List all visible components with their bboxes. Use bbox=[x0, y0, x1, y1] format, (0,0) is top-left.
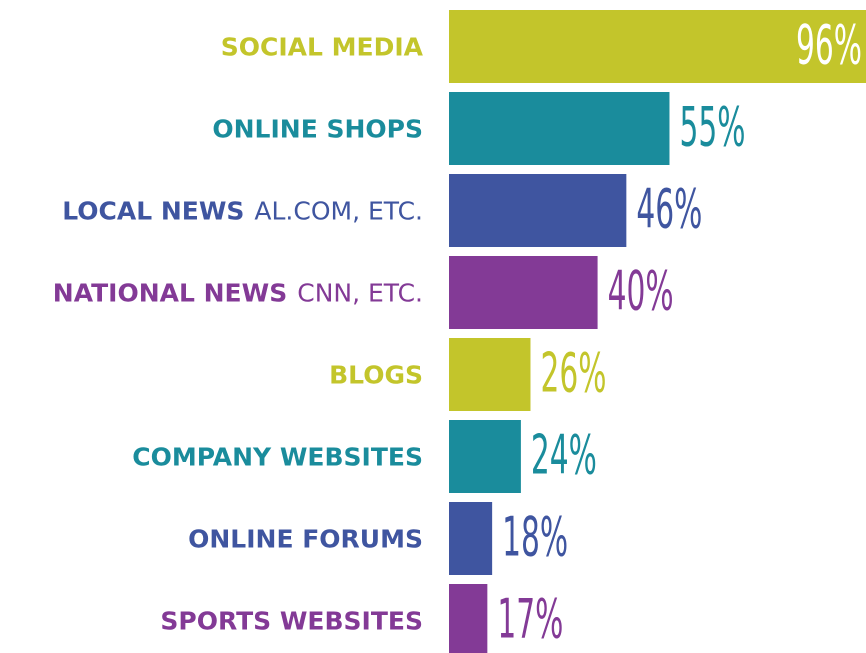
value-label: 17% bbox=[497, 589, 563, 651]
value-label-group: 55% bbox=[679, 97, 745, 159]
category-name: COMPANY WEBSITES bbox=[132, 443, 423, 472]
bar bbox=[449, 174, 627, 247]
value-label: 40% bbox=[608, 261, 674, 323]
value-label-group: 24% bbox=[531, 425, 597, 487]
value-label: 24% bbox=[531, 425, 597, 487]
category-name: NATIONAL NEWS bbox=[53, 279, 287, 308]
value-label: 96% bbox=[796, 15, 862, 77]
category-label: ONLINE SHOPS bbox=[212, 115, 423, 144]
category-label: SOCIAL MEDIA bbox=[221, 33, 424, 62]
bar bbox=[449, 256, 598, 329]
value-label-group: 46% bbox=[636, 179, 702, 241]
bar bbox=[449, 92, 670, 165]
value-label-group: 18% bbox=[502, 507, 568, 569]
category-label: SPORTS WEBSITES bbox=[160, 607, 423, 636]
value-label: 55% bbox=[679, 97, 745, 159]
value-label: 26% bbox=[540, 343, 606, 405]
value-label-group: 26% bbox=[540, 343, 606, 405]
bar bbox=[449, 338, 531, 411]
bar bbox=[449, 584, 488, 653]
category-label: ONLINE FORUMS bbox=[188, 525, 423, 554]
category-label: NATIONAL NEWS CNN, ETC. bbox=[53, 279, 423, 308]
category-label: LOCAL NEWS AL.COM, ETC. bbox=[62, 197, 423, 226]
category-name: SPORTS WEBSITES bbox=[160, 607, 423, 636]
bar bbox=[449, 10, 866, 83]
value-label: 46% bbox=[636, 179, 702, 241]
category-name: ONLINE FORUMS bbox=[188, 525, 423, 554]
category-label: BLOGS bbox=[329, 361, 423, 390]
category-note: CNN, ETC. bbox=[297, 279, 423, 308]
value-label: 18% bbox=[502, 507, 568, 569]
category-note: AL.COM, ETC. bbox=[254, 197, 423, 226]
category-name: SOCIAL MEDIA bbox=[221, 33, 424, 62]
category-name: LOCAL NEWS bbox=[62, 197, 244, 226]
value-label-group: 40% bbox=[608, 261, 674, 323]
value-label-group: 17% bbox=[497, 589, 563, 651]
category-name: BLOGS bbox=[329, 361, 423, 390]
bar bbox=[449, 420, 521, 493]
bar bbox=[449, 502, 493, 575]
category-name: ONLINE SHOPS bbox=[212, 115, 423, 144]
category-label: COMPANY WEBSITES bbox=[132, 443, 423, 472]
value-label-group: 96% bbox=[796, 15, 862, 77]
